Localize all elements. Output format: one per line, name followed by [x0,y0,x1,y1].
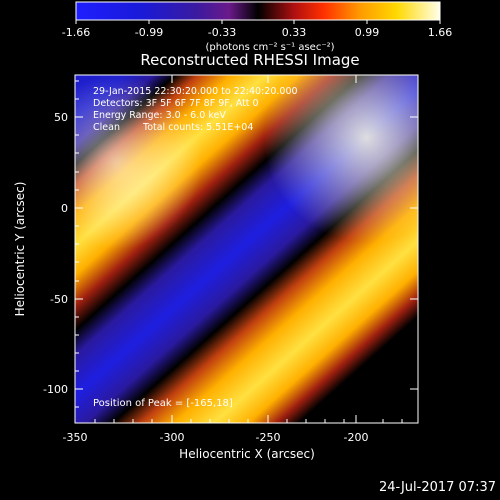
detectors-info: Detectors: 3F 5F 6F 7F 8F 9F, Att 0 [93,98,259,109]
y-axis-title: Heliocentric Y (arcsec) [13,182,27,317]
x-tick-label: -200 [344,431,369,444]
colorbar-gradient [75,1,441,21]
peak-position: Position of Peak = [-165,18] [93,398,233,409]
x-axis-title: Heliocentric X (arcsec) [179,447,315,461]
colorbar-tick: 1.66 [428,26,453,39]
footer-timestamp: 24-Jul-2017 07:37 [378,480,496,495]
method-label: Clean [93,122,120,133]
colorbar-tick: 0.99 [355,26,380,39]
x-tick-label: -300 [160,431,185,444]
y-tick-label: -100 [43,383,68,396]
colorbar-tick: 0.33 [282,26,307,39]
y-tick-label: 50 [54,111,68,124]
energy-range: Energy Range: 3.0 - 6.0 keV [93,110,226,121]
y-tick-label: 0 [61,202,68,215]
total-counts: Total counts: 5.51E+04 [143,122,254,133]
time-range: 29-Jan-2015 22:30:20.000 to 22:40:20.000 [93,86,298,97]
y-tick-label: -50 [50,293,68,306]
colorbar-tick: -0.33 [208,26,236,39]
colorbar-units: (photons cm⁻² s⁻¹ asec⁻²) [205,42,334,53]
colorbar-tick: -1.66 [62,26,90,39]
x-tick-label: -250 [256,431,281,444]
colorbar: -1.66 -0.99 -0.33 0.33 0.99 1.66 (photon… [62,1,453,53]
x-tick-label: -350 [63,431,88,444]
colorbar-tick: -0.99 [135,26,163,39]
plot-frame [74,74,419,424]
image-title: Reconstructed RHESSI Image [140,51,360,69]
